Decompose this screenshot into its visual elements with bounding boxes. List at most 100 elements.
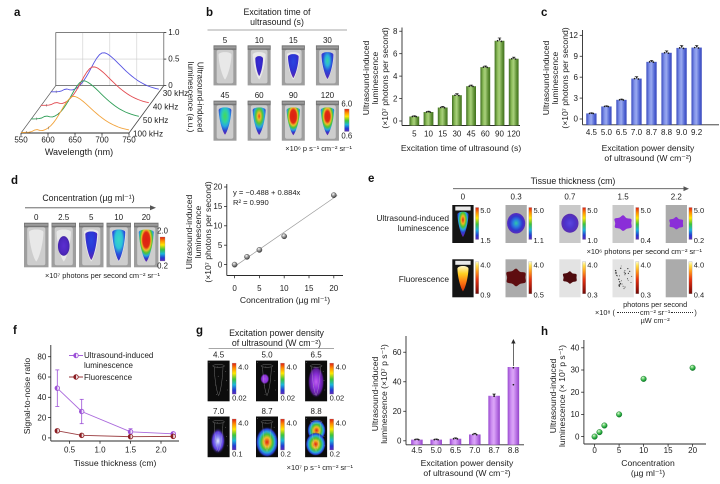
replicate-dot <box>695 45 698 48</box>
replicate-dot <box>590 112 593 114</box>
colorbar <box>475 261 479 294</box>
image-label: 90 <box>289 91 298 100</box>
bar <box>423 112 434 126</box>
replicate-dot <box>475 433 478 436</box>
tube-image <box>24 222 49 268</box>
bar <box>586 113 597 125</box>
x-tick-label: 15 <box>438 130 447 139</box>
x-tick-label: 5 <box>412 130 417 139</box>
replicate-dot <box>429 111 432 114</box>
blob <box>112 229 126 261</box>
replicate-dot <box>415 115 418 118</box>
column-label: 0.7 <box>564 193 576 202</box>
tube-cap <box>455 260 471 265</box>
panel-e-row1-unit: ×10⁶ photons per second cm⁻² sr⁻¹ <box>586 247 702 256</box>
fit-line <box>233 195 338 268</box>
noise-dot <box>226 389 228 391</box>
ultrasound-image <box>305 416 328 458</box>
bar <box>507 367 520 445</box>
noise-dot <box>315 431 317 433</box>
y-tick-label: 40 <box>570 344 579 353</box>
y-tick-label: 6 <box>393 49 398 58</box>
image-label: 8.7 <box>261 407 273 416</box>
x-tick-label: 5.0 <box>601 128 613 137</box>
y-tick-label: 12 <box>569 31 578 40</box>
tube-cone-line <box>262 423 272 452</box>
panel-letter-e: e <box>368 173 375 185</box>
x-tick-label: 700 <box>95 136 109 145</box>
x-tick-label: 0 <box>592 446 597 455</box>
speckle <box>624 272 626 275</box>
tube-body <box>218 52 232 80</box>
noise-dot <box>315 375 317 377</box>
x-tick-label: 5 <box>257 284 262 293</box>
y-tick-label: 3 <box>574 94 579 103</box>
y-tick-label: 0 <box>393 117 398 126</box>
replicate-dot <box>650 60 653 62</box>
noise-dot <box>314 422 316 424</box>
tube-cone-line <box>311 423 321 452</box>
y-tick-label: 20 <box>570 388 579 397</box>
bar <box>661 52 672 125</box>
y-tick-label: 0 <box>218 260 223 269</box>
panel-e-images: 0 0.3 0.7 1.5 2.2 5.0 1.5 5.0 1.1 5.0 1.0 5.0 0.4 5.0… <box>452 186 704 299</box>
y-tick-label: 30 <box>570 366 579 375</box>
bar <box>646 61 657 125</box>
speckle <box>618 278 620 281</box>
colorbar <box>635 261 640 294</box>
panel-c-ylabel: Ultrasound-induced luminescence (×10⁷ phot… <box>541 27 570 129</box>
image-label: 5.0 <box>261 351 273 360</box>
panel-letter-a: a <box>14 7 21 19</box>
replicate-dot <box>618 98 621 101</box>
bar <box>480 67 491 126</box>
bar <box>601 106 612 125</box>
replicate-dot <box>512 366 515 369</box>
bar <box>437 107 448 126</box>
replicate-dot <box>500 40 503 43</box>
noise-dot <box>215 384 217 386</box>
panel-f-ylabel: Signal-to-noise ratio <box>22 357 33 435</box>
replicate-dot <box>667 52 670 55</box>
series-fluorescence <box>54 428 176 440</box>
colorbar-max: 4.0 <box>534 260 544 269</box>
speckle <box>624 286 626 288</box>
bar <box>452 95 462 126</box>
noise-dot <box>274 380 276 382</box>
replicate-dot <box>682 47 685 50</box>
data-point <box>256 247 263 253</box>
spectrum-40kHz <box>40 66 149 106</box>
replicate-dot <box>665 50 668 53</box>
blob <box>260 373 270 385</box>
tube-image <box>247 100 271 141</box>
blob <box>286 107 300 136</box>
tube-body <box>29 229 44 262</box>
tube-image <box>213 100 237 141</box>
replicate-dot <box>592 112 595 115</box>
colorbar-max: 4.0 <box>238 363 248 372</box>
replicate-dot <box>663 51 666 54</box>
blob <box>457 266 469 292</box>
colorbar-min: 0.2 <box>281 450 291 459</box>
tissue-image <box>559 205 581 243</box>
data-point <box>244 254 250 260</box>
replicate-dot <box>456 93 458 96</box>
bar <box>508 58 519 126</box>
panel-e-title: Tissue thickness (cm) <box>530 176 616 186</box>
noise-dot <box>275 389 277 391</box>
colorbar-min: 0.02 <box>281 394 296 403</box>
x-tick-label: 7.0 <box>631 128 643 137</box>
x-tick-label: 4.5 <box>411 446 423 455</box>
colorbar-max: 4.0 <box>641 260 651 269</box>
image-label: 7.0 <box>213 407 225 416</box>
marker-edge <box>54 428 60 434</box>
image-label: 45 <box>221 91 230 100</box>
noise-dot <box>216 394 217 395</box>
x-tick-label: 20 <box>329 284 338 293</box>
title-arrowhead <box>683 186 689 192</box>
y-tick-label: 20 <box>37 413 46 422</box>
image-label: 10 <box>114 213 123 222</box>
speckle <box>620 280 622 282</box>
blob <box>562 271 577 284</box>
speckle <box>619 267 622 270</box>
image-label: 5 <box>89 213 94 222</box>
